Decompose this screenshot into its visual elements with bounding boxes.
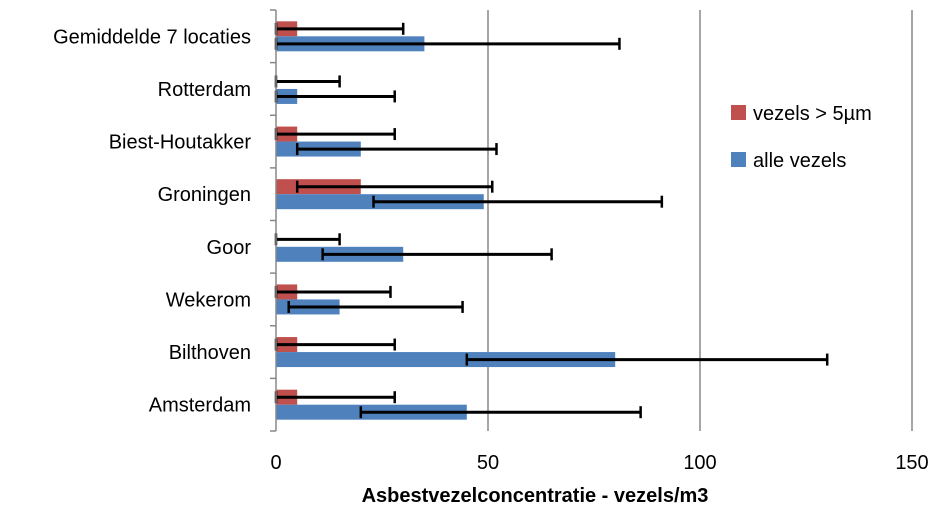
category-label: Wekerom [166,289,251,311]
axes [270,9,277,432]
legend-label: alle vezels [753,150,846,172]
grid-lines [487,10,913,431]
x-tick-label: 150 [895,452,928,474]
x-tick-label: 50 [477,452,499,474]
bar-all-fibres [276,352,616,368]
x-tick-label: 100 [683,452,716,474]
category-label: Goor [207,237,252,259]
category-label: Bilthoven [169,342,251,364]
category-label: Amsterdam [149,395,251,417]
category-label: Groningen [158,184,251,206]
legend-swatch [731,152,746,167]
x-tick-label: 0 [270,452,281,474]
error-bars [274,22,829,419]
x-axis-label: Asbestvezelconcentratie - vezels/m3 [362,485,709,507]
y-category-labels: Gemiddelde 7 locaties Rotterdam Biest-Hout… [53,26,251,416]
legend-label: vezels > 5µm [753,103,872,125]
category-label: Rotterdam [158,79,251,101]
category-label: Gemiddelde 7 locaties [53,26,251,48]
x-tick-labels: 0 50 100 150 [270,452,928,474]
legend: vezels > 5µm alle vezels [731,103,872,172]
category-label: Biest-Houtakker [109,132,252,154]
legend-swatch [731,105,746,120]
